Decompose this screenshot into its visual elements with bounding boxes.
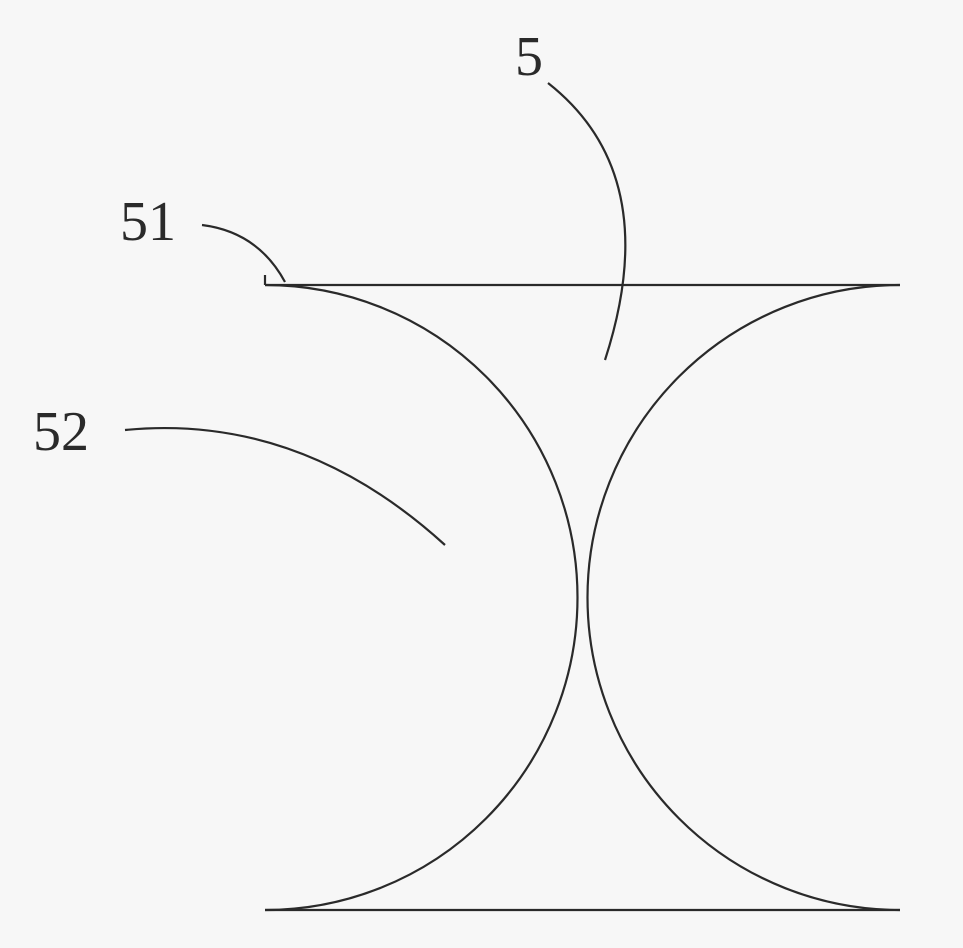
- callout-label-51: 51: [120, 191, 176, 253]
- callout-diagram: 5 51 52: [0, 0, 963, 948]
- callout-label-5: 5: [515, 26, 543, 88]
- callout-label-52: 52: [33, 401, 89, 463]
- diagram-background: [0, 0, 963, 948]
